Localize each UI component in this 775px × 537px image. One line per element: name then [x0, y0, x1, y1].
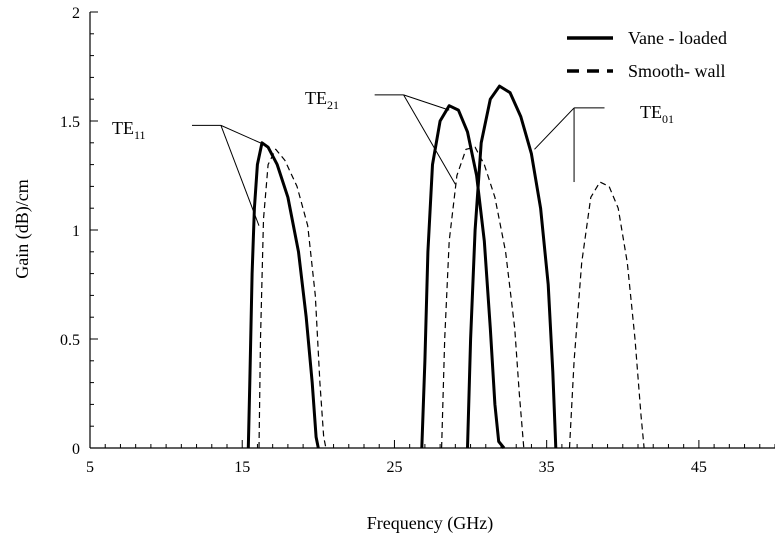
series-lines	[246, 84, 645, 449]
legend: Vane - loaded Smooth- wall	[567, 28, 727, 81]
leader-te21-dashed	[403, 94, 456, 185]
x-tick-label: 25	[386, 459, 402, 476]
x-tick-label: 15	[234, 459, 250, 476]
y-tick-label: 1	[72, 223, 80, 240]
mode-annotations: TE11 TE21 TE01	[112, 88, 674, 226]
annotation-te11: TE11	[112, 118, 146, 142]
curve-te21-vane-loaded	[420, 104, 506, 449]
x-tick-label: 5	[86, 459, 94, 476]
leader-te11-solid	[220, 124, 266, 146]
annotation-te21: TE21	[305, 88, 339, 112]
legend-label-vane-loaded: Vane - loaded	[628, 28, 727, 48]
legend-label-smooth-wall: Smooth- wall	[628, 61, 726, 81]
curve-te21-smooth-wall	[441, 146, 525, 449]
y-tick-label: 1.5	[60, 114, 80, 131]
y-axis-label: Gain (dB)/cm	[12, 179, 33, 278]
leader-te21-solid	[403, 94, 450, 111]
curve-te11-vane-loaded	[246, 141, 320, 449]
leader-te11-dashed	[220, 125, 260, 226]
curve-te11-smooth-wall	[258, 148, 327, 449]
x-tick-label: 35	[539, 459, 555, 476]
y-tick-label: 2	[72, 5, 80, 22]
x-axis-ticks: 5 15 25 35 45	[86, 440, 775, 476]
annotation-te01: TE01	[640, 102, 674, 126]
leader-te01-solid	[534, 107, 575, 150]
curve-te01-vane-loaded	[466, 84, 558, 449]
y-axis-ticks: 0 0.5 1 1.5 2	[60, 5, 98, 458]
x-tick-label: 45	[691, 459, 707, 476]
y-tick-label: 0	[72, 441, 80, 458]
curve-te01-smooth-wall	[568, 181, 645, 449]
y-tick-label: 0.5	[60, 332, 80, 349]
x-axis-label: Frequency (GHz)	[367, 513, 493, 534]
